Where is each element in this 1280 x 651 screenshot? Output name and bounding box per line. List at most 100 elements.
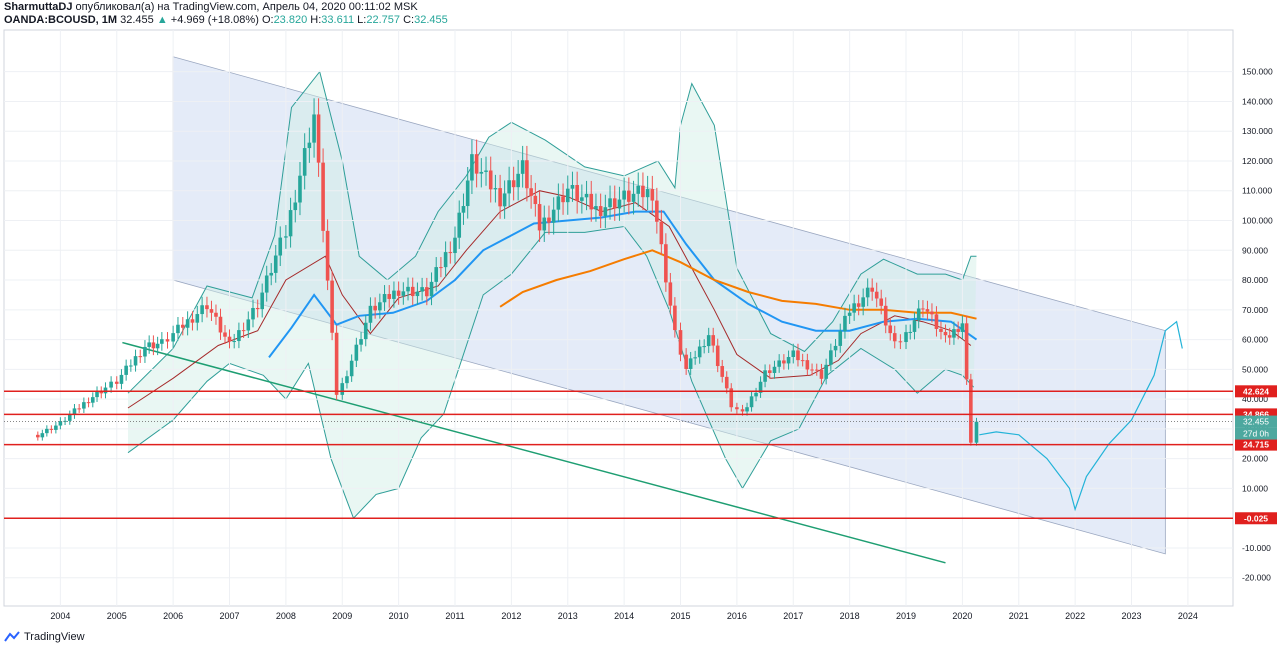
- candle-body[interactable]: [805, 360, 810, 370]
- candle-body[interactable]: [368, 305, 373, 323]
- candle-body[interactable]: [284, 236, 288, 238]
- candle-body[interactable]: [852, 303, 856, 313]
- candle-body[interactable]: [874, 291, 879, 299]
- candle-body[interactable]: [740, 409, 745, 412]
- candle-body[interactable]: [879, 298, 884, 306]
- candle-body[interactable]: [410, 286, 415, 297]
- candle-body[interactable]: [838, 331, 843, 346]
- candle-body[interactable]: [912, 320, 917, 332]
- candle-body[interactable]: [260, 292, 265, 310]
- candle-body[interactable]: [209, 309, 214, 313]
- candle-body[interactable]: [814, 369, 819, 371]
- candle-body[interactable]: [800, 360, 805, 362]
- candle-body[interactable]: [36, 434, 40, 438]
- candle-body[interactable]: [693, 357, 697, 359]
- candle-body[interactable]: [930, 311, 934, 315]
- candle-body[interactable]: [715, 345, 720, 367]
- candle-body[interactable]: [580, 197, 584, 201]
- candle-body[interactable]: [921, 308, 925, 310]
- candle-body[interactable]: [516, 173, 520, 188]
- candle-body[interactable]: [396, 290, 401, 296]
- candle-body[interactable]: [195, 314, 200, 323]
- candle-body[interactable]: [584, 193, 589, 198]
- candle-body[interactable]: [745, 407, 749, 412]
- candle-body[interactable]: [833, 345, 838, 351]
- candle-body[interactable]: [293, 202, 298, 211]
- candle-body[interactable]: [345, 376, 349, 384]
- candle-body[interactable]: [488, 170, 493, 190]
- candle-body[interactable]: [525, 160, 529, 189]
- candle-body[interactable]: [185, 319, 190, 328]
- candle-body[interactable]: [406, 286, 410, 292]
- candle-body[interactable]: [688, 358, 693, 369]
- candle-body[interactable]: [947, 335, 952, 338]
- bollinger-lower-line[interactable]: [127, 225, 975, 520]
- candle-body[interactable]: [724, 376, 729, 389]
- candle-body[interactable]: [255, 307, 260, 310]
- candle-body[interactable]: [155, 343, 160, 349]
- moving-average-orange[interactable]: [499, 249, 977, 320]
- candle-body[interactable]: [359, 339, 363, 345]
- candle-body[interactable]: [847, 312, 852, 316]
- candle-body[interactable]: [321, 162, 325, 231]
- candle-body[interactable]: [124, 365, 128, 375]
- candle-body[interactable]: [608, 198, 612, 208]
- candle-body[interactable]: [151, 342, 156, 349]
- candle-body[interactable]: [165, 339, 170, 342]
- candle-body[interactable]: [465, 180, 470, 207]
- candle-body[interactable]: [415, 291, 420, 297]
- candle-body[interactable]: [334, 332, 339, 395]
- candle-body[interactable]: [82, 402, 86, 409]
- candle-body[interactable]: [420, 287, 424, 292]
- candle-body[interactable]: [251, 307, 255, 320]
- candle-body[interactable]: [493, 188, 498, 190]
- candle-body[interactable]: [325, 230, 330, 281]
- candle-body[interactable]: [668, 282, 673, 306]
- candle-body[interactable]: [133, 356, 138, 366]
- candle-body[interactable]: [429, 281, 434, 297]
- candle-body[interactable]: [870, 287, 874, 292]
- candle-body[interactable]: [434, 267, 439, 282]
- candle-body[interactable]: [612, 198, 617, 209]
- candle-body[interactable]: [856, 303, 861, 307]
- candle-body[interactable]: [502, 193, 507, 207]
- candle-body[interactable]: [114, 381, 119, 384]
- candle-body[interactable]: [960, 323, 965, 332]
- candle-body[interactable]: [888, 325, 893, 334]
- candle-body[interactable]: [810, 369, 814, 371]
- candle-body[interactable]: [735, 407, 739, 410]
- candle-body[interactable]: [598, 206, 603, 216]
- candle-body[interactable]: [904, 332, 908, 343]
- candle-body[interactable]: [176, 324, 180, 334]
- candle-body[interactable]: [119, 374, 124, 384]
- candle-body[interactable]: [264, 275, 269, 293]
- candle-body[interactable]: [952, 329, 956, 338]
- candle-body[interactable]: [273, 255, 278, 273]
- candle-body[interactable]: [589, 193, 594, 210]
- candle-body[interactable]: [673, 305, 677, 331]
- candle-body[interactable]: [363, 322, 368, 340]
- candle-body[interactable]: [964, 323, 969, 380]
- candle-body[interactable]: [529, 188, 533, 196]
- candle-body[interactable]: [511, 180, 516, 188]
- candle-body[interactable]: [720, 366, 725, 377]
- candle-body[interactable]: [796, 350, 800, 361]
- candle-body[interactable]: [542, 217, 547, 231]
- candle-body[interactable]: [378, 302, 382, 311]
- candle-body[interactable]: [627, 190, 631, 202]
- candle-body[interactable]: [103, 387, 108, 394]
- candle-body[interactable]: [147, 342, 151, 347]
- candle-body[interactable]: [537, 204, 542, 231]
- candle-body[interactable]: [622, 190, 626, 200]
- candle-body[interactable]: [706, 335, 711, 347]
- candle-body[interactable]: [443, 252, 448, 268]
- candle-body[interactable]: [302, 148, 307, 176]
- candle-body[interactable]: [908, 331, 913, 333]
- candle-body[interactable]: [520, 160, 525, 174]
- candle-body[interactable]: [316, 114, 321, 163]
- candle-body[interactable]: [90, 397, 95, 403]
- candle-body[interactable]: [99, 391, 104, 394]
- candle-body[interactable]: [457, 212, 462, 238]
- candle-body[interactable]: [754, 392, 758, 397]
- candle-body[interactable]: [617, 199, 622, 209]
